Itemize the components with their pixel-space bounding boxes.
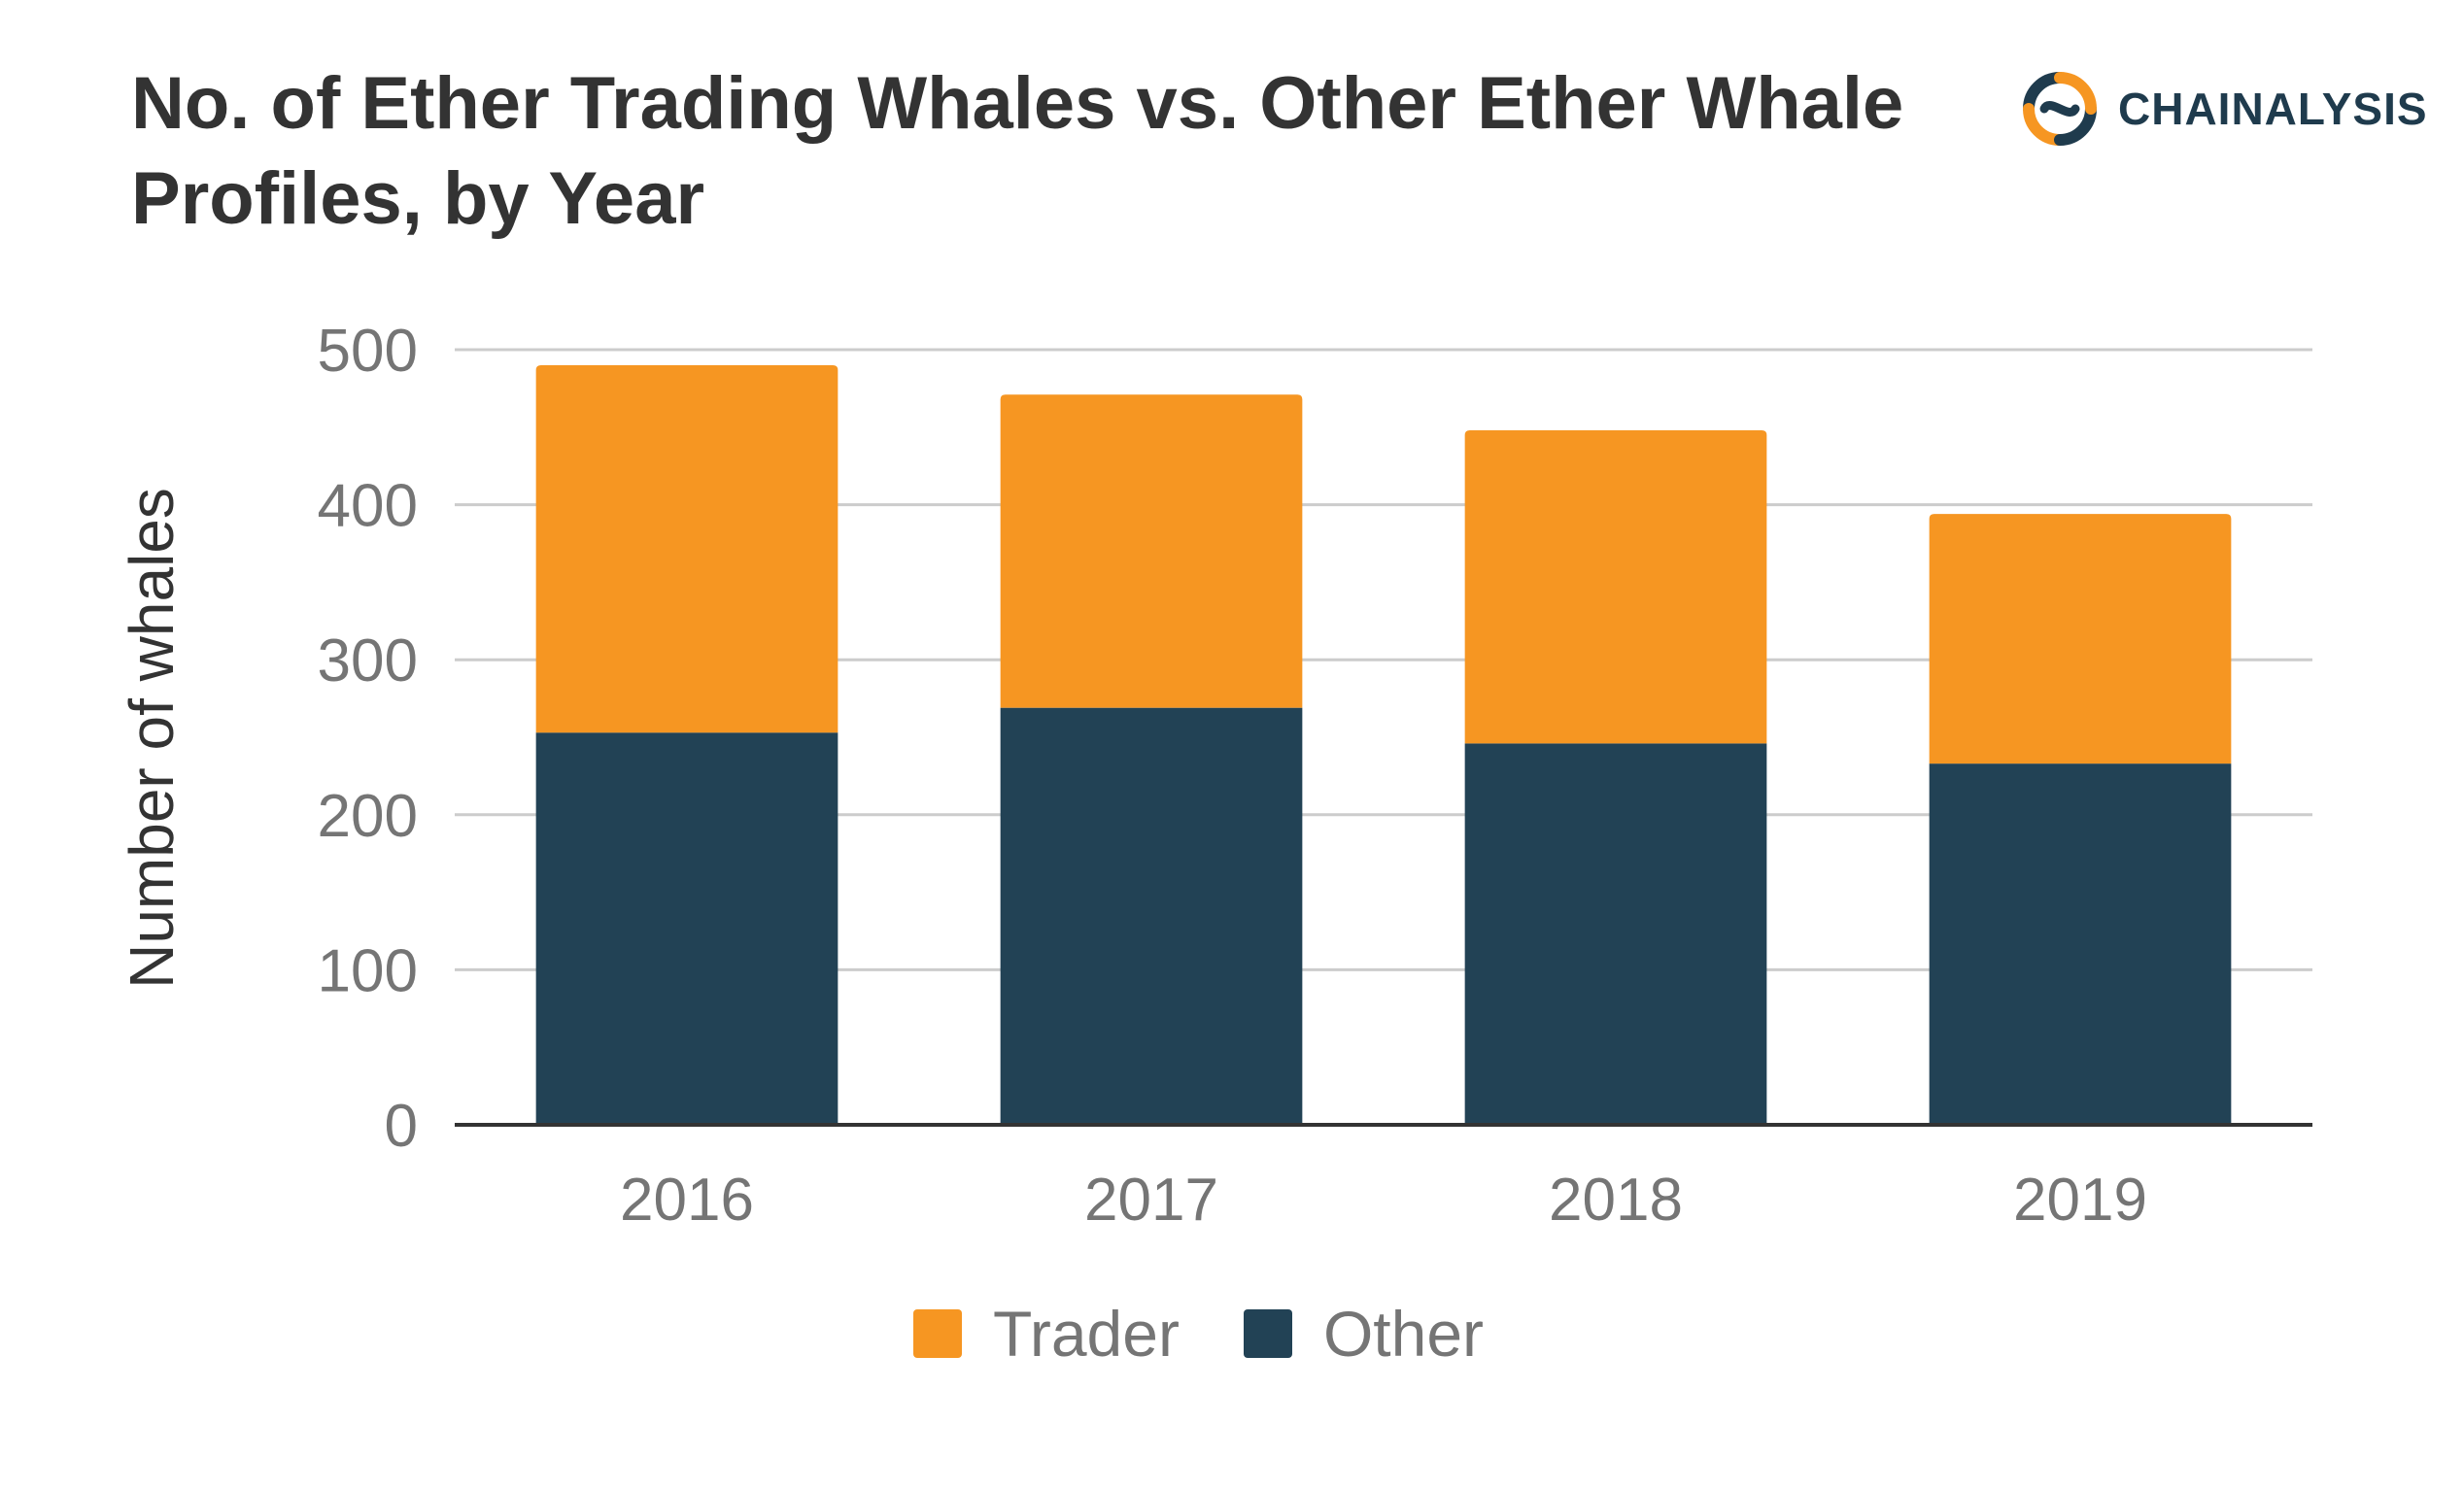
bar-other-2017 (1000, 707, 1303, 1125)
x-tick-label-2019: 2019 (2013, 1167, 2147, 1234)
legend-swatch-trader (913, 1309, 962, 1358)
y-tick-label-100: 100 (318, 937, 418, 1004)
legend-label-trader: Trader (993, 1298, 1180, 1370)
legend-item-other: Other (1243, 1297, 1485, 1371)
legend-label-other: Other (1322, 1298, 1485, 1370)
legend-swatch-other (1243, 1309, 1292, 1358)
x-tick-label-2018: 2018 (1549, 1167, 1683, 1234)
y-tick-label-300: 300 (318, 627, 418, 695)
bar-trader-2019 (1929, 514, 2232, 764)
bar-trader-2016 (535, 364, 838, 733)
bar-trader-2017 (1000, 394, 1303, 708)
legend-item-trader: Trader (913, 1297, 1180, 1371)
brand-logo: CHAINALYSIS (2023, 72, 2428, 146)
bar-other-2019 (1929, 763, 2232, 1125)
chart-legend: Trader Other (913, 1297, 1548, 1371)
chainalysis-logo-icon (2023, 72, 2097, 146)
x-tick-label-2017: 2017 (1084, 1167, 1218, 1234)
bar-trader-2018 (1464, 429, 1767, 744)
y-tick-label-400: 400 (318, 473, 418, 540)
y-axis-title: Number of whales (117, 488, 187, 989)
y-tick-label-200: 200 (318, 783, 418, 850)
bar-other-2018 (1464, 743, 1767, 1125)
y-tick-label-500: 500 (318, 318, 418, 385)
bar-other-2016 (535, 732, 838, 1125)
chart-title: No. of Ether Trading Whales vs. Other Et… (131, 62, 1904, 240)
brand-name: CHAINALYSIS (2118, 84, 2428, 134)
x-tick-label-2016: 2016 (620, 1167, 754, 1234)
y-tick-label-0: 0 (385, 1093, 418, 1160)
